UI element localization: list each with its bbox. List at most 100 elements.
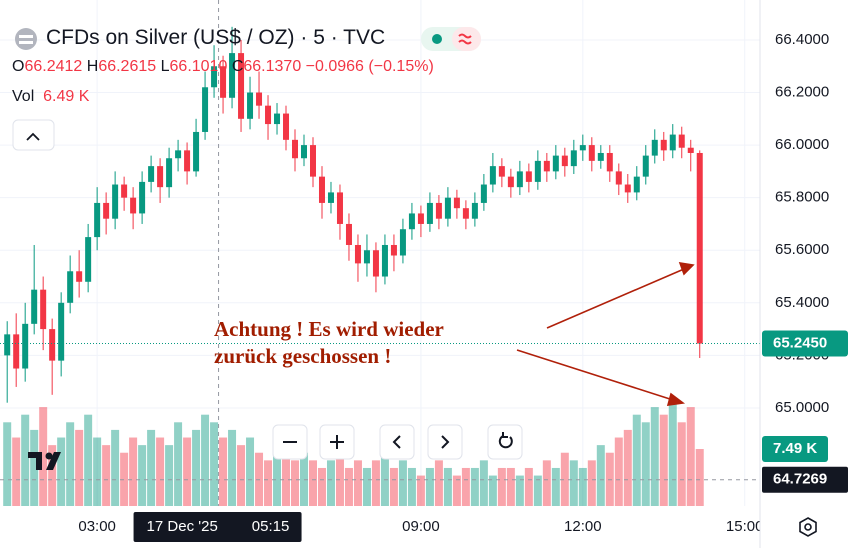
candle-body bbox=[157, 166, 164, 188]
candle-body bbox=[651, 139, 658, 156]
volume-bar bbox=[362, 467, 371, 506]
volume-bar bbox=[641, 422, 650, 506]
candle-body bbox=[462, 208, 469, 219]
candle-body bbox=[390, 244, 397, 256]
volume-bar bbox=[434, 460, 443, 506]
nav-icons bbox=[283, 432, 513, 449]
y-tick-label: 66.4000 bbox=[775, 31, 829, 48]
settings-icon[interactable] bbox=[799, 517, 817, 537]
volume-bar bbox=[407, 467, 416, 506]
volume-bar bbox=[138, 445, 147, 506]
volume-bar bbox=[3, 422, 12, 506]
candle-body bbox=[13, 334, 20, 369]
nav-buttons[interactable] bbox=[272, 424, 523, 460]
y-tick-label: 66.0000 bbox=[775, 136, 829, 153]
axis-labels: 66.4000 66.2000 66.0000 65.8000 65.6000 65.40… bbox=[762, 31, 848, 493]
volume-bar bbox=[695, 449, 704, 506]
candle-body bbox=[489, 166, 496, 185]
volume-bar bbox=[497, 467, 506, 506]
volume-bar bbox=[282, 452, 291, 506]
candle-body bbox=[516, 171, 523, 188]
candle-body bbox=[363, 250, 370, 264]
volume-bar bbox=[659, 414, 668, 506]
volume-bar bbox=[668, 399, 677, 506]
candle-body bbox=[633, 176, 640, 193]
last-price-label: 65.2450 bbox=[773, 335, 827, 352]
candle-body bbox=[624, 184, 631, 193]
volume-bar bbox=[515, 475, 524, 506]
volume-bar bbox=[93, 437, 102, 506]
candle-body bbox=[606, 152, 613, 172]
candle-body bbox=[103, 202, 110, 219]
volume-bar bbox=[569, 460, 578, 506]
volume-bar bbox=[174, 422, 183, 506]
volume-bar bbox=[308, 460, 317, 506]
candle-body bbox=[76, 271, 83, 282]
volume-box bbox=[762, 436, 828, 463]
candle-body bbox=[238, 53, 245, 119]
scroll-left[interactable] bbox=[379, 424, 415, 460]
legend-label: L bbox=[160, 58, 170, 75]
logo bbox=[28, 452, 61, 470]
candle-body bbox=[193, 131, 200, 172]
volume-bar bbox=[57, 437, 66, 506]
x-tick-label: 03:00 bbox=[78, 518, 116, 535]
candle-body bbox=[148, 166, 155, 182]
candle-body bbox=[58, 302, 65, 361]
volume-bar bbox=[614, 437, 623, 506]
candle-body bbox=[292, 139, 299, 159]
volume-bar bbox=[461, 467, 470, 506]
annotation-arrows bbox=[516, 262, 695, 406]
volume-bar bbox=[560, 452, 569, 506]
collapse-button[interactable] bbox=[12, 119, 55, 151]
volume-bar bbox=[84, 414, 93, 506]
candle-body bbox=[435, 202, 442, 219]
y-tick-label: 65.8000 bbox=[775, 189, 829, 206]
y-tick-label: 65.4000 bbox=[775, 294, 829, 311]
symbol-icon-bar bbox=[19, 41, 33, 44]
candle-body bbox=[202, 87, 209, 132]
volume-bar bbox=[111, 429, 120, 506]
reset[interactable] bbox=[487, 424, 523, 460]
volume-bar bbox=[587, 460, 596, 506]
candle-body bbox=[94, 202, 101, 238]
volume-bar bbox=[129, 437, 138, 506]
candle-body bbox=[579, 145, 586, 151]
volume-bar bbox=[317, 467, 326, 506]
candle-body bbox=[687, 147, 694, 153]
volume-bar bbox=[21, 414, 30, 506]
legend-value: 66.1010 bbox=[169, 58, 228, 75]
candle-body bbox=[175, 150, 182, 159]
volume-bar bbox=[219, 437, 228, 506]
x-tick-label: 09:00 bbox=[402, 518, 440, 535]
volume-bar bbox=[246, 437, 255, 506]
volume-bar bbox=[210, 422, 219, 506]
candle-body bbox=[229, 53, 236, 98]
volume-bar bbox=[147, 429, 156, 506]
candle-body bbox=[31, 289, 38, 324]
volume-bar bbox=[677, 422, 686, 506]
scroll-right[interactable] bbox=[427, 424, 463, 460]
volume-bar bbox=[264, 460, 273, 506]
candle-body bbox=[534, 160, 541, 182]
candle-body bbox=[660, 139, 667, 151]
volume-bar bbox=[183, 437, 192, 506]
volume-bar bbox=[165, 445, 174, 506]
volume-bar bbox=[488, 475, 497, 506]
candle-body bbox=[678, 134, 685, 148]
candle-body bbox=[274, 113, 281, 125]
volume-bar bbox=[371, 460, 380, 506]
volume-bar bbox=[443, 467, 452, 506]
volume-bar bbox=[416, 475, 425, 506]
candle-body bbox=[49, 329, 56, 361]
volume-bar bbox=[12, 437, 21, 506]
candle-body bbox=[453, 197, 460, 209]
candle-body bbox=[130, 197, 137, 214]
overlays: 17 Dec '25 05:15 bbox=[0, 0, 760, 542]
candle-body bbox=[85, 237, 92, 282]
volume-label: 7.49 K bbox=[773, 440, 817, 457]
candle-body bbox=[67, 271, 74, 303]
volume-bar bbox=[237, 445, 246, 506]
candle-body bbox=[381, 244, 388, 277]
